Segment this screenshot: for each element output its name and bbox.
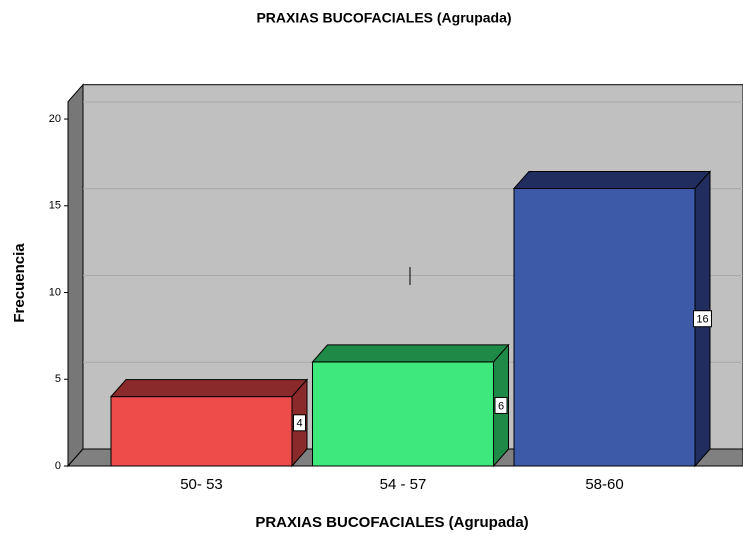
y-tick-label: 0 bbox=[55, 460, 61, 472]
value-label: 16 bbox=[696, 314, 708, 326]
value-label-box bbox=[693, 310, 712, 328]
bar-top bbox=[512, 170, 712, 189]
chart-title: PRAXIAS BUCOFACIALES (Agrupada) bbox=[256, 10, 511, 26]
bar-front bbox=[312, 361, 494, 467]
bar-top bbox=[109, 379, 309, 398]
y-tick-label: 5 bbox=[55, 373, 61, 385]
y-tick-label: 20 bbox=[49, 113, 61, 125]
value-label-box bbox=[494, 396, 508, 414]
y-tick-label: 15 bbox=[49, 200, 61, 212]
value-label: 4 bbox=[296, 418, 302, 430]
x-tick-label: 54 - 57 bbox=[380, 476, 427, 493]
x-tick-label: 50- 53 bbox=[180, 476, 223, 493]
x-axis-title: PRAXIAS BUCOFACIALES (Agrupada) bbox=[255, 514, 528, 531]
y-axis-title: Frecuencia bbox=[11, 243, 28, 323]
left-wall bbox=[67, 83, 84, 468]
value-label-box bbox=[293, 414, 306, 432]
y-tick-label: 10 bbox=[49, 286, 61, 298]
bar-front bbox=[513, 187, 696, 467]
bar-top bbox=[311, 344, 510, 363]
x-tick-label: 58-60 bbox=[585, 476, 623, 493]
bar-front bbox=[110, 396, 293, 467]
value-label: 6 bbox=[498, 400, 504, 412]
